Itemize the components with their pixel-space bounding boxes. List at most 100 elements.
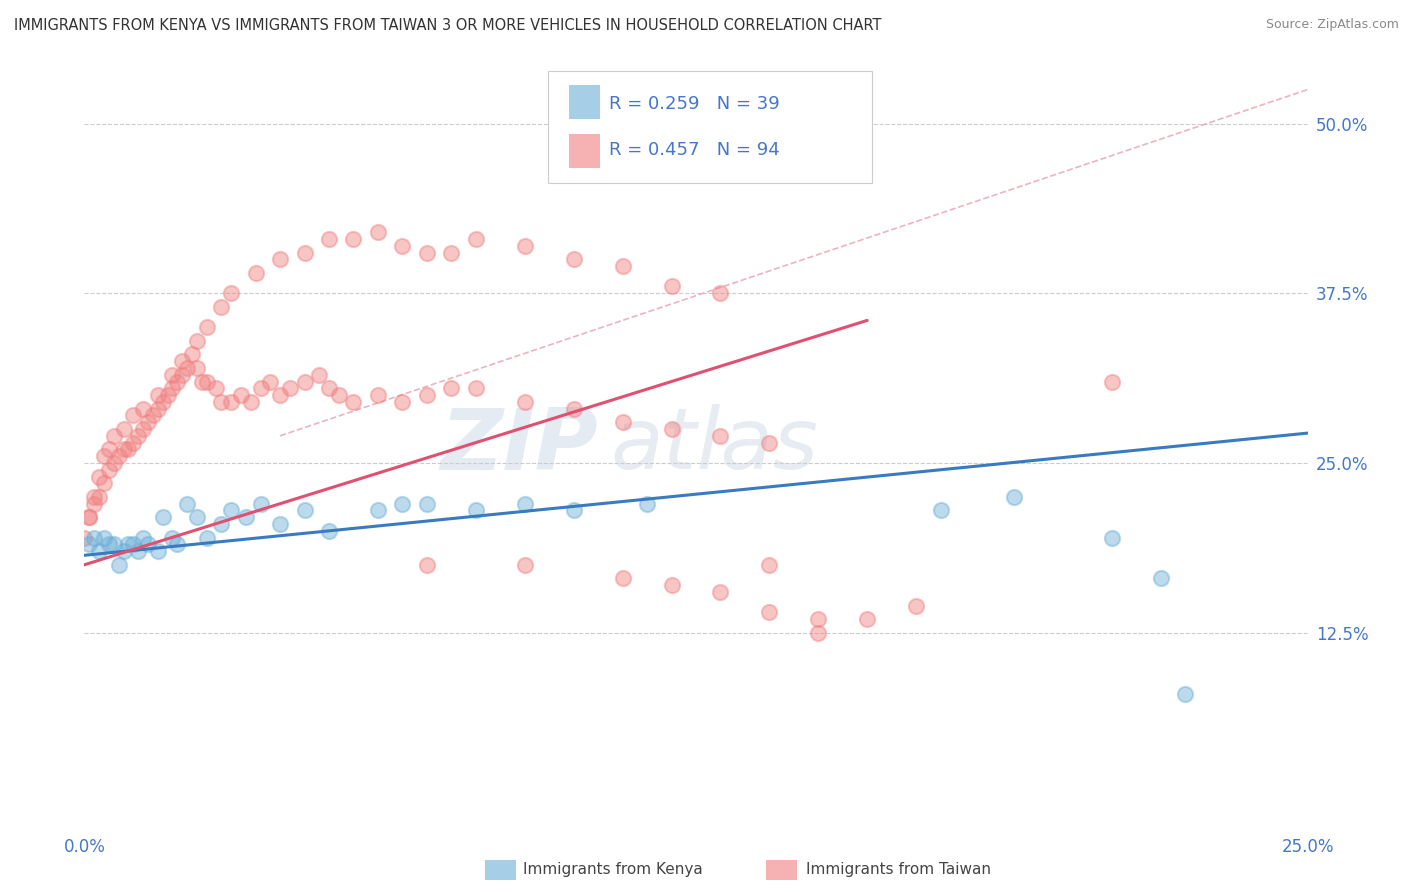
Point: [513, 558, 536, 572]
Point: [269, 517, 291, 532]
Point: [191, 375, 214, 389]
Point: [77, 510, 100, 524]
Point: [97, 537, 120, 551]
Point: [219, 286, 242, 301]
Point: [416, 388, 439, 402]
Point: [562, 401, 585, 416]
Point: [166, 375, 188, 389]
Point: [136, 537, 159, 551]
Point: [93, 531, 115, 545]
Point: [440, 245, 463, 260]
Point: [245, 266, 267, 280]
Text: R = 0.259   N = 39: R = 0.259 N = 39: [609, 95, 779, 112]
Point: [209, 300, 232, 314]
Point: [117, 442, 139, 457]
Point: [172, 354, 194, 368]
Point: [513, 238, 536, 252]
Point: [83, 531, 105, 545]
Point: [127, 544, 149, 558]
Point: [239, 395, 262, 409]
Point: [440, 381, 463, 395]
Text: R = 0.457   N = 94: R = 0.457 N = 94: [609, 141, 779, 159]
Point: [562, 503, 585, 517]
Point: [612, 571, 634, 585]
Point: [73, 531, 96, 545]
Point: [205, 381, 228, 395]
Point: [1150, 571, 1173, 585]
Text: ZIP: ZIP: [440, 404, 598, 488]
Point: [612, 259, 634, 273]
Point: [181, 347, 204, 361]
Point: [219, 395, 242, 409]
Point: [162, 531, 184, 545]
Point: [328, 388, 350, 402]
Point: [103, 429, 125, 443]
Point: [709, 585, 731, 599]
Point: [807, 625, 830, 640]
Point: [229, 388, 252, 402]
Point: [166, 537, 188, 551]
Point: [209, 395, 232, 409]
Point: [93, 476, 115, 491]
Point: [136, 415, 159, 429]
Point: [97, 442, 120, 457]
Point: [342, 232, 364, 246]
Point: [464, 503, 486, 517]
Point: [612, 415, 634, 429]
Point: [308, 368, 330, 382]
Point: [1101, 375, 1123, 389]
Point: [122, 537, 145, 551]
Point: [416, 245, 439, 260]
Point: [342, 395, 364, 409]
Point: [152, 395, 174, 409]
Point: [249, 381, 271, 395]
Point: [103, 456, 125, 470]
Point: [807, 612, 830, 626]
Point: [758, 558, 780, 572]
Point: [416, 497, 439, 511]
Point: [195, 531, 218, 545]
Point: [318, 381, 340, 395]
Text: Immigrants from Taiwan: Immigrants from Taiwan: [806, 863, 991, 877]
Point: [77, 537, 100, 551]
Point: [661, 422, 683, 436]
Text: IMMIGRANTS FROM KENYA VS IMMIGRANTS FROM TAIWAN 3 OR MORE VEHICLES IN HOUSEHOLD : IMMIGRANTS FROM KENYA VS IMMIGRANTS FROM…: [14, 18, 882, 33]
Point: [709, 429, 731, 443]
Point: [132, 531, 155, 545]
Point: [156, 388, 179, 402]
Point: [176, 360, 198, 375]
Point: [318, 524, 340, 538]
Point: [209, 517, 232, 532]
Point: [112, 422, 135, 436]
Point: [132, 401, 155, 416]
Point: [112, 442, 135, 457]
Point: [83, 497, 105, 511]
Point: [107, 558, 129, 572]
Point: [146, 401, 169, 416]
Point: [367, 503, 389, 517]
Point: [269, 252, 291, 267]
Point: [294, 245, 316, 260]
Point: [87, 469, 110, 483]
Point: [117, 537, 139, 551]
Point: [127, 429, 149, 443]
Point: [856, 612, 879, 626]
Point: [77, 510, 100, 524]
Point: [132, 422, 155, 436]
Point: [172, 368, 194, 382]
Point: [318, 232, 340, 246]
Point: [83, 490, 105, 504]
Point: [142, 409, 165, 423]
Point: [186, 334, 208, 348]
Point: [1002, 490, 1025, 504]
Point: [294, 375, 316, 389]
Point: [905, 599, 928, 613]
Point: [294, 503, 316, 517]
Point: [122, 409, 145, 423]
Point: [464, 232, 486, 246]
Point: [278, 381, 301, 395]
Point: [195, 320, 218, 334]
Point: [709, 286, 731, 301]
Point: [513, 497, 536, 511]
Point: [112, 544, 135, 558]
